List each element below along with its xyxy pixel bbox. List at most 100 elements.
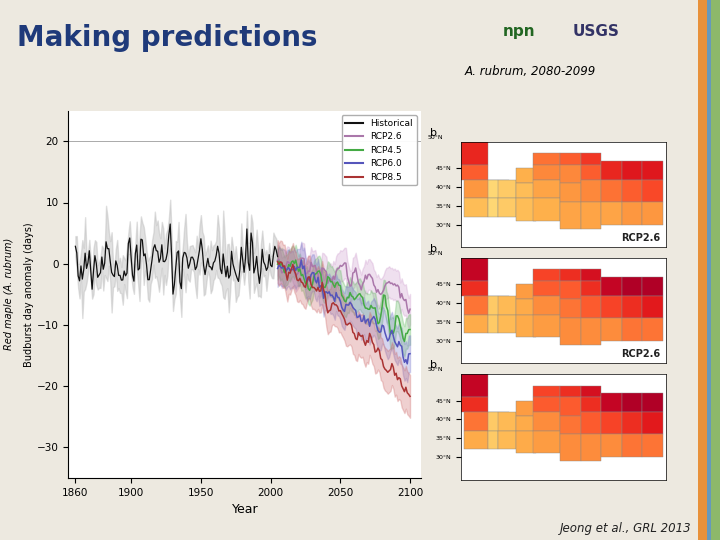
Text: 50°N: 50°N: [428, 251, 444, 256]
Bar: [580, 386, 601, 397]
Bar: [516, 314, 536, 337]
Bar: [488, 296, 508, 314]
Bar: [516, 168, 536, 184]
Text: Red maple (A. rubrum): Red maple (A. rubrum): [4, 238, 14, 350]
Bar: [580, 180, 601, 202]
Bar: [464, 198, 488, 217]
Bar: [464, 430, 488, 449]
Bar: [580, 397, 601, 412]
Bar: [621, 161, 642, 180]
Bar: [461, 165, 488, 180]
Bar: [601, 393, 621, 412]
Bar: [580, 434, 601, 461]
Legend: Historical, RCP2.6, RCP4.5, RCP6.0, RCP8.5: Historical, RCP2.6, RCP4.5, RCP6.0, RCP8…: [341, 115, 417, 186]
Bar: [516, 430, 536, 453]
Bar: [601, 277, 621, 296]
Bar: [642, 202, 662, 225]
Bar: [533, 165, 560, 180]
Y-axis label: Budburst day anomaly (days): Budburst day anomaly (days): [24, 222, 34, 367]
Text: USGS: USGS: [572, 24, 620, 39]
Bar: [533, 412, 560, 430]
Bar: [642, 318, 662, 341]
Text: Making predictions: Making predictions: [17, 24, 318, 52]
Text: b: b: [430, 360, 437, 370]
Bar: [533, 153, 560, 165]
Bar: [560, 281, 580, 300]
Bar: [533, 386, 560, 397]
Bar: [488, 314, 498, 333]
Bar: [621, 412, 642, 434]
Bar: [516, 285, 536, 300]
Bar: [461, 142, 488, 165]
Bar: [498, 198, 516, 217]
Bar: [461, 397, 488, 412]
Text: Jeong et al., GRL 2013: Jeong et al., GRL 2013: [559, 522, 691, 535]
Bar: [707, 0, 711, 540]
Bar: [601, 434, 621, 457]
Bar: [533, 314, 560, 337]
Bar: [580, 153, 601, 165]
Text: A. rubrum, 2080-2099: A. rubrum, 2080-2099: [464, 65, 595, 78]
Bar: [533, 397, 560, 412]
Bar: [464, 296, 498, 314]
Bar: [560, 153, 580, 165]
Bar: [621, 180, 642, 202]
Bar: [498, 314, 516, 333]
Text: 50°N: 50°N: [428, 367, 444, 372]
Bar: [533, 180, 560, 198]
Bar: [580, 281, 601, 296]
Bar: [498, 430, 516, 449]
Bar: [601, 318, 621, 341]
Bar: [498, 296, 516, 314]
Bar: [488, 412, 508, 430]
Bar: [461, 258, 488, 281]
Bar: [560, 184, 580, 202]
Bar: [642, 393, 662, 412]
Bar: [621, 202, 642, 225]
Bar: [533, 269, 560, 281]
Bar: [516, 416, 536, 430]
Bar: [560, 434, 580, 461]
Bar: [642, 161, 662, 180]
Bar: [601, 412, 621, 434]
Bar: [642, 434, 662, 457]
Bar: [464, 412, 498, 430]
Bar: [642, 412, 662, 434]
Bar: [533, 296, 560, 314]
Bar: [498, 180, 516, 198]
Bar: [488, 180, 508, 198]
Bar: [601, 296, 621, 318]
Bar: [488, 198, 498, 217]
Bar: [461, 374, 488, 397]
Bar: [580, 318, 601, 345]
Bar: [533, 281, 560, 296]
Bar: [516, 300, 536, 314]
Bar: [560, 269, 580, 281]
Bar: [498, 412, 516, 430]
Bar: [560, 386, 580, 397]
Text: npn: npn: [503, 24, 536, 39]
Bar: [642, 296, 662, 318]
Bar: [461, 281, 488, 296]
Bar: [560, 165, 580, 184]
Text: 50°N: 50°N: [428, 135, 444, 140]
Bar: [698, 0, 707, 540]
Bar: [580, 412, 601, 434]
Bar: [533, 430, 560, 453]
Bar: [580, 296, 601, 318]
Text: b: b: [430, 244, 437, 254]
Bar: [601, 161, 621, 180]
Bar: [601, 202, 621, 225]
Bar: [464, 314, 488, 333]
Bar: [642, 277, 662, 296]
Bar: [533, 198, 560, 221]
Bar: [464, 180, 498, 198]
Bar: [580, 202, 601, 228]
Bar: [642, 180, 662, 202]
Bar: [711, 0, 720, 540]
Bar: [560, 416, 580, 434]
Bar: [621, 277, 642, 296]
Bar: [560, 202, 580, 228]
Bar: [621, 434, 642, 457]
Bar: [516, 198, 536, 221]
